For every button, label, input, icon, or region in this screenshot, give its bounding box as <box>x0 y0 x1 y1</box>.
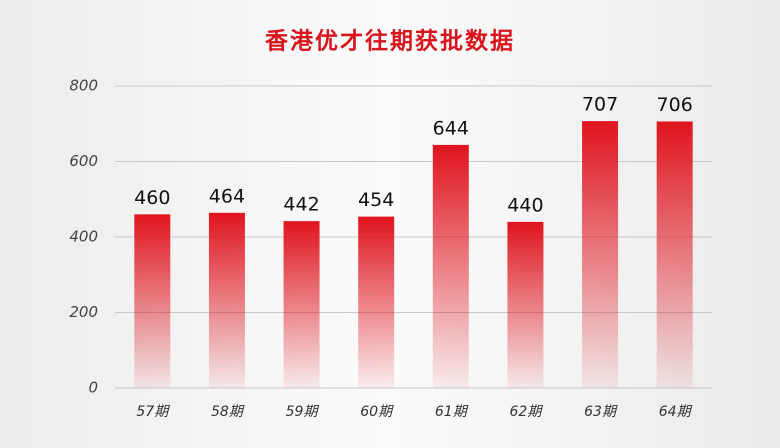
bar <box>134 214 171 388</box>
y-tick-label: 800 <box>69 77 98 95</box>
value-label: 442 <box>283 194 319 216</box>
x-tick-label: 59期 <box>286 404 320 420</box>
x-tick-label: 58期 <box>211 404 245 420</box>
bar <box>283 221 320 388</box>
bar <box>358 216 395 388</box>
value-label: 706 <box>657 94 693 116</box>
bar <box>582 121 619 389</box>
x-tick-label: 62期 <box>510 404 544 420</box>
x-tick-label: 64期 <box>659 404 693 420</box>
y-tick-label: 400 <box>69 228 98 246</box>
bar <box>656 121 693 389</box>
value-label: 454 <box>358 189 394 211</box>
y-tick-label: 600 <box>69 152 98 170</box>
value-label: 464 <box>209 185 245 207</box>
bar <box>507 221 544 388</box>
x-tick-label: 57期 <box>136 404 170 420</box>
y-tick-label: 0 <box>88 379 98 397</box>
value-label: 440 <box>507 194 543 216</box>
bar <box>432 144 469 388</box>
value-label: 644 <box>433 117 469 139</box>
bar <box>208 212 245 388</box>
x-tick-label: 60期 <box>360 404 394 420</box>
chart-title: 香港优才往期获批数据 <box>265 28 515 55</box>
x-tick-label: 61期 <box>435 404 469 420</box>
value-label: 707 <box>582 94 618 116</box>
y-tick-label: 200 <box>69 303 98 321</box>
x-tick-label: 63期 <box>584 404 618 420</box>
value-label: 460 <box>134 187 170 209</box>
